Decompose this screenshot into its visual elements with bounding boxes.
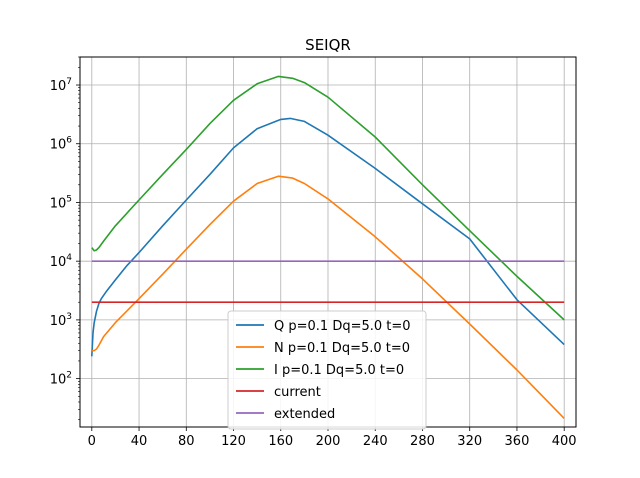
x-tick-label: 200 bbox=[316, 434, 341, 449]
x-tick-label: 400 bbox=[552, 434, 577, 449]
x-tick-label: 280 bbox=[410, 434, 435, 449]
series-line bbox=[91, 75, 565, 321]
legend: Q p=0.1 Dq=5.0 t=0 N p=0.1 Dq=5.0 t=0 I p=… bbox=[227, 310, 427, 430]
x-tick-label: 360 bbox=[505, 434, 530, 449]
y-tick-label: 103 bbox=[50, 312, 72, 329]
y-tick-label: 104 bbox=[50, 253, 73, 270]
y-tick-label: 105 bbox=[50, 194, 72, 211]
y-tick-label: 102 bbox=[50, 371, 72, 388]
series-line bbox=[91, 175, 565, 419]
x-tick-label: 320 bbox=[457, 434, 482, 449]
x-tick-label: 0 bbox=[88, 434, 96, 449]
legend-label: I p=0.1 Dq=5.0 t=0 bbox=[274, 363, 404, 378]
x-tick-label: 160 bbox=[268, 434, 293, 449]
legend-label: Q p=0.1 Dq=5.0 t=0 bbox=[274, 319, 411, 334]
x-tick-label: 240 bbox=[363, 434, 388, 449]
x-tick-label: 80 bbox=[178, 434, 195, 449]
legend-label: extended bbox=[274, 407, 335, 422]
legend-label: N p=0.1 Dq=5.0 t=0 bbox=[274, 341, 410, 356]
y-tick-label: 107 bbox=[50, 77, 72, 94]
series-line bbox=[91, 117, 565, 357]
chart-title: SEIQR bbox=[305, 36, 351, 54]
axes: 0 40 80 120 160 200 240 280 320 360 400 102 103 104 10… bbox=[50, 56, 577, 449]
legend-label: current bbox=[274, 385, 321, 400]
legend-box bbox=[227, 310, 427, 430]
series-lines bbox=[91, 75, 565, 419]
x-tick-label: 40 bbox=[131, 434, 148, 449]
y-tick-label: 106 bbox=[50, 136, 73, 153]
x-tick-label: 120 bbox=[221, 434, 246, 449]
